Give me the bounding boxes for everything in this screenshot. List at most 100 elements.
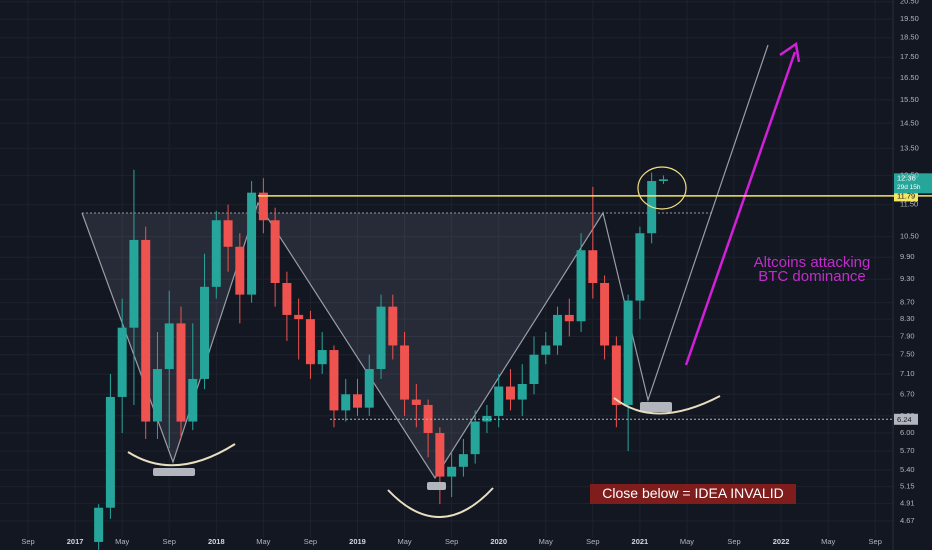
y-tick-label: 11.50 [900, 200, 918, 209]
candle-body [482, 415, 492, 422]
y-tick-label: 13.50 [900, 143, 919, 152]
arrow-head [779, 41, 801, 63]
marker-box [427, 482, 446, 490]
candle-body [211, 220, 221, 287]
candle-body [541, 345, 551, 355]
candle-body [658, 179, 668, 182]
candle-body [411, 399, 421, 405]
y-tick-label: 16.50 [900, 73, 919, 82]
candle-body [529, 354, 539, 384]
candle-body [305, 319, 315, 365]
candle-body [376, 306, 386, 370]
x-tick-label: Sep [869, 537, 882, 546]
price-label-box [894, 413, 918, 425]
candle-body [282, 282, 292, 315]
head-arc [387, 487, 494, 518]
y-tick-label: 18.50 [900, 33, 919, 42]
x-tick-label: Sep [727, 537, 740, 546]
price-label: 11.79 [897, 191, 915, 200]
candle-body [553, 314, 563, 346]
x-tick-label: Sep [304, 537, 317, 546]
price-label: 6.24 [897, 415, 912, 424]
x-tick-label: 2020 [490, 537, 507, 546]
x-tick-label: 2019 [349, 537, 366, 546]
candle-body [329, 350, 339, 411]
y-tick-label: 7.10 [900, 369, 915, 378]
candle-body [364, 369, 374, 408]
candle-body [623, 300, 633, 405]
shoulder-arc [613, 395, 721, 415]
candle-body [294, 314, 304, 320]
candle-body [141, 239, 151, 422]
candle-body [353, 394, 362, 408]
candle-body [505, 386, 515, 400]
candle-body [117, 327, 127, 397]
candle-body [635, 233, 645, 301]
candle-body [447, 466, 457, 477]
candle-body [317, 350, 327, 365]
y-tick-label: 17.50 [900, 52, 919, 61]
y-tick-label: 19.50 [900, 14, 919, 23]
y-tick-label: 15.50 [900, 95, 919, 104]
candle-body [129, 239, 139, 328]
y-tick-label: 5.70 [900, 446, 915, 455]
grid [0, 0, 893, 538]
candle-body [423, 404, 433, 434]
candles [94, 169, 668, 550]
candle-body [188, 378, 198, 422]
shoulder-arc [127, 443, 236, 467]
x-tick-label: Sep [163, 537, 176, 546]
candle-body [564, 314, 574, 322]
x-tick-label: 2021 [632, 537, 649, 546]
y-tick-label: 10.50 [900, 232, 919, 241]
x-tick-label: Sep [586, 537, 599, 546]
y-tick-label: 6.00 [900, 428, 915, 437]
y-tick-label: 9.30 [900, 274, 915, 283]
x-tick-label: May [115, 537, 129, 546]
y-tick-label: 5.40 [900, 465, 915, 474]
highlight-circle [637, 166, 687, 210]
candle-body [494, 386, 504, 416]
y-tick-label: 4.67 [900, 516, 915, 525]
pattern-outline [81, 44, 769, 480]
x-tick-label: May [680, 537, 694, 546]
y-tick-label: 5.15 [900, 482, 915, 491]
candle-body [517, 383, 527, 400]
y-tick-label: 8.70 [900, 298, 915, 307]
candle-body [435, 433, 445, 477]
y-tick-label: 4.91 [900, 498, 915, 507]
candle-body [152, 369, 162, 422]
countdown-label: 29d 15h [897, 184, 921, 191]
candle-body [235, 246, 245, 295]
candle-body [470, 421, 480, 455]
x-tick-label: May [821, 537, 835, 546]
trend-arrow [684, 51, 797, 366]
candle-body [247, 192, 257, 295]
y-tick-label: 9.90 [900, 252, 915, 261]
y-tick-label: 20.50 [900, 0, 919, 6]
y-tick-label: 14.50 [900, 118, 919, 127]
candle-body [576, 250, 586, 322]
y-tick-label: 7.90 [900, 331, 915, 340]
candle-body [200, 286, 210, 379]
x-tick-label: 2017 [67, 537, 84, 546]
x-tick-label: Sep [21, 537, 34, 546]
x-tick-label: May [539, 537, 553, 546]
annotation: BTC dominance [758, 268, 866, 285]
y-tick-label: 8.30 [900, 314, 915, 323]
candle-body [458, 454, 468, 467]
overlay: 11.79 6.24 12.36 29d 15h [258, 173, 932, 425]
candle-body [223, 220, 233, 247]
candle-body [388, 306, 398, 346]
y-tick-label: 7.50 [900, 350, 915, 359]
candle-body [588, 250, 598, 283]
x-tick-label: May [397, 537, 411, 546]
annotation: Close below = IDEA INVALID [602, 485, 783, 501]
y-tick-label: 6.30 [900, 411, 915, 420]
candle-body [270, 220, 280, 283]
candle-body [105, 396, 115, 508]
x-tick-label: May [256, 537, 270, 546]
last-price-label: 12.36 [897, 173, 916, 182]
